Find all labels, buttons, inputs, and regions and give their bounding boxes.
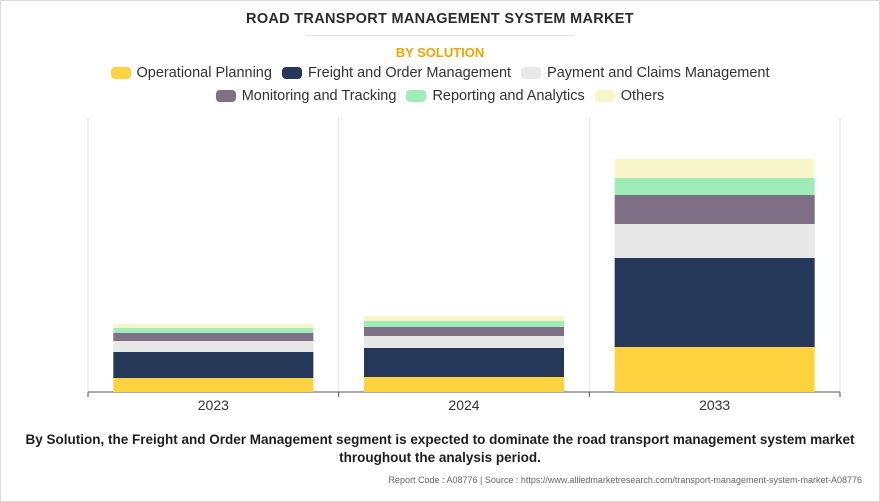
bar-segment xyxy=(113,341,314,352)
bar-segment xyxy=(614,258,815,347)
legend-label: Others xyxy=(620,88,665,104)
bar-segment xyxy=(113,352,314,378)
chart-subtitle: BY SOLUTION xyxy=(395,45,485,60)
legend-item-freight-order-management[interactable]: Freight and Order Management xyxy=(281,65,512,81)
legend-item-reporting-analytics[interactable]: Reporting and Analytics xyxy=(406,88,585,104)
x-tick-label: 2024 xyxy=(448,397,479,413)
legend-item-monitoring-tracking[interactable]: Monitoring and Tracking xyxy=(215,88,397,104)
chart-caption: By Solution, the Freight and Order Manag… xyxy=(25,432,855,465)
legend-label: Monitoring and Tracking xyxy=(241,88,397,104)
legend-item-operational-planning[interactable]: Operational Planning xyxy=(110,65,272,81)
title-divider xyxy=(306,35,574,36)
bar-segment xyxy=(364,336,564,348)
bar-segment xyxy=(364,348,564,377)
legend-swatch xyxy=(406,90,427,102)
source-note: Report Code : A08776 | Source : https://… xyxy=(388,475,862,485)
bar-segment xyxy=(364,321,564,327)
legend-item-others[interactable]: Others xyxy=(594,88,665,104)
legend-label: Operational Planning xyxy=(136,65,272,81)
legend-swatch xyxy=(521,67,542,79)
legend-swatch xyxy=(594,90,615,102)
legend-row-2: Monitoring and Tracking Reporting and An… xyxy=(0,87,880,105)
bar-segment xyxy=(113,378,314,392)
bar-segment xyxy=(113,324,314,328)
x-tick-label: 2023 xyxy=(198,397,229,413)
chart-title: ROAD TRANSPORT MANAGEMENT SYSTEM MARKET xyxy=(246,11,634,27)
bar-segment xyxy=(614,178,815,195)
bar-segment xyxy=(614,159,815,178)
legend-swatch xyxy=(110,67,131,79)
legend-item-payment-claims-management[interactable]: Payment and Claims Management xyxy=(521,65,770,81)
bar-segment xyxy=(113,333,314,341)
bar-segment xyxy=(364,327,564,336)
legend-label: Freight and Order Management xyxy=(307,65,512,81)
bar-segment xyxy=(614,195,815,224)
legend-swatch xyxy=(215,90,236,102)
bar-segment xyxy=(364,316,564,321)
legend-swatch xyxy=(281,67,302,79)
legend-label: Reporting and Analytics xyxy=(432,88,585,104)
legend-row-1: Operational Planning Freight and Order M… xyxy=(0,64,880,82)
legend-label: Payment and Claims Management xyxy=(547,65,770,81)
bar-segment xyxy=(614,224,815,258)
bar-segment xyxy=(113,328,314,333)
bar-segment xyxy=(614,347,815,392)
x-tick-label: 2033 xyxy=(699,397,730,413)
bar-segment xyxy=(364,377,564,392)
